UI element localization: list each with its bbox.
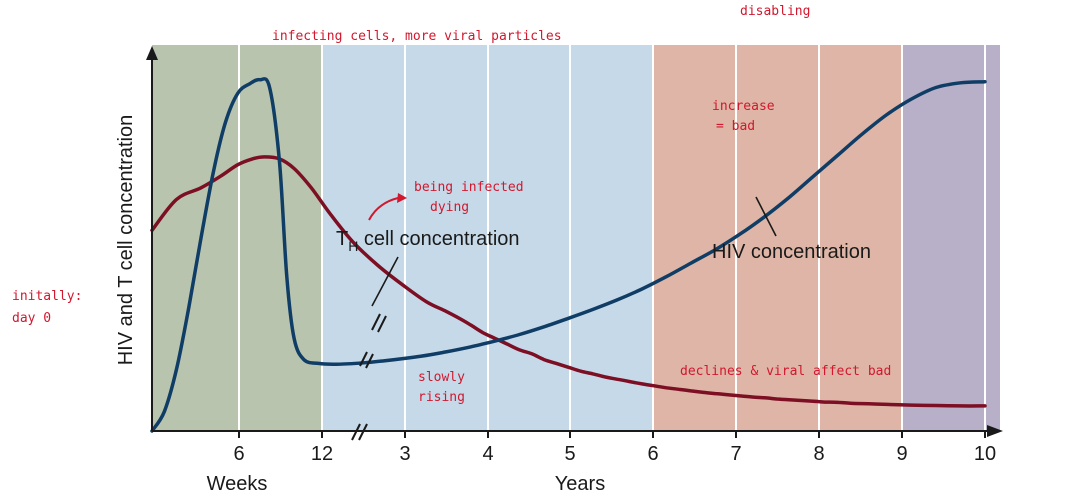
gridlines (238, 45, 986, 431)
x-axis-arrow-icon (987, 425, 1003, 437)
x-tick-label: 5 (564, 443, 575, 465)
y-axis-arrow-icon (146, 46, 158, 60)
th-series-label: TH cell concentration (336, 228, 520, 254)
x-tick-label: 6 (647, 443, 658, 465)
x-axis-label-years: Years (555, 473, 605, 495)
note-initially: initally: (12, 289, 82, 304)
note-arrow-icon (368, 197, 399, 221)
note-disabling: disabling (740, 4, 810, 19)
x-tick-label: 6 (233, 443, 244, 465)
hiv-series-label: HIV concentration (712, 241, 871, 263)
phase-band-acute (152, 45, 322, 431)
phase-band-symptomatic (653, 45, 902, 431)
phase-band-aids (902, 45, 1000, 431)
x-tick-label: 8 (813, 443, 824, 465)
note-increase: increase (712, 99, 775, 114)
note-slowly: slowly (418, 370, 465, 385)
x-axis-label-weeks: Weeks (207, 473, 268, 495)
x-tick-label: 7 (730, 443, 741, 465)
x-tick-label: 12 (311, 443, 333, 465)
y-axis-label: HIV and T cell concentration (115, 115, 137, 366)
note-dying: dying (430, 200, 469, 215)
note-increase-bad: = bad (716, 119, 755, 134)
x-tick-label: 3 (399, 443, 410, 465)
note-being-infected: being infected (414, 180, 524, 195)
x-tick-label: 10 (974, 443, 996, 465)
series-line-hiv (150, 77, 987, 433)
note-declines: declines & viral affect bad (680, 364, 891, 379)
th-label-leader (371, 256, 399, 307)
x-tick-label: 4 (482, 443, 493, 465)
note-infecting: infecting cells, more viral particles (272, 29, 562, 44)
note-day-zero: day 0 (12, 311, 51, 326)
series-line-th-cells (150, 155, 987, 408)
th-line-break (371, 313, 387, 333)
hiv-label-leader (755, 196, 777, 237)
axes (146, 46, 1003, 441)
hiv-line-break (359, 351, 374, 369)
note-arrowhead-icon (397, 193, 407, 203)
x-axis-break (351, 423, 368, 441)
note-rising: rising (418, 390, 465, 405)
x-tick-label: 9 (896, 443, 907, 465)
